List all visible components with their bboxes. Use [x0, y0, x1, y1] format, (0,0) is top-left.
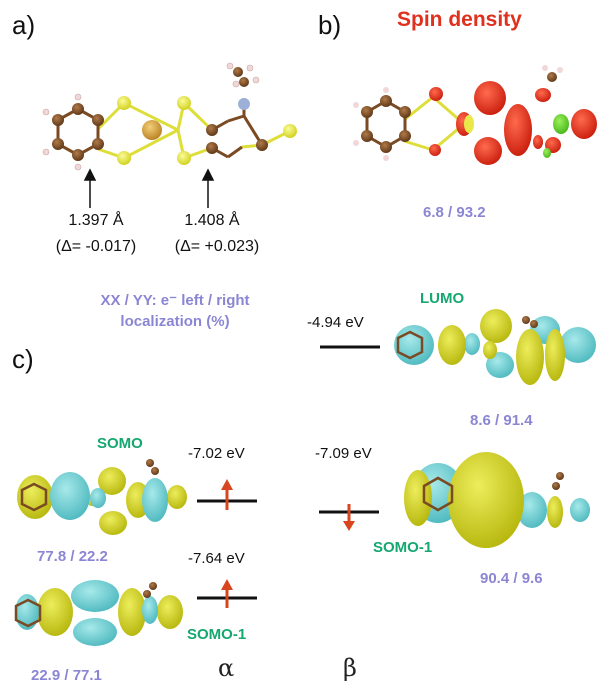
somo1-alpha-energy: -7.64 eV: [188, 550, 245, 567]
lumo-label: LUMO: [420, 290, 465, 307]
somo1-alpha-label: SOMO-1: [187, 626, 247, 643]
spin-density-map: [353, 65, 597, 165]
bond-delta-left: (Δ= -0.017): [55, 238, 137, 255]
bond-arrows: [83, 168, 215, 208]
bond-length-right: 1.408 Å: [184, 212, 240, 229]
panel-label-c: c): [12, 344, 34, 374]
spin-arrows: [221, 479, 355, 608]
somo1-alpha-orbital-map: [14, 580, 183, 646]
lumo-energy: -4.94 eV: [307, 314, 364, 331]
somo1-beta-energy: -7.09 eV: [315, 445, 372, 462]
bond-length-left: 1.397 Å: [68, 212, 124, 229]
lumo-orbital-map: [394, 309, 596, 385]
panel-label-b: b): [318, 10, 342, 40]
somo-alpha-energy: -7.02 eV: [188, 445, 245, 462]
molecule-structure: [42, 62, 297, 171]
somo-alpha-label: SOMO: [97, 435, 143, 452]
spin-density-ratio: 6.8 / 93.2: [423, 204, 486, 221]
bond-delta-right: (Δ= +0.023): [174, 238, 260, 255]
somo1-beta-label: SOMO-1: [373, 539, 433, 556]
legend-line-1: XX / YY: e⁻ left / right: [100, 292, 250, 309]
somo1-beta-ratio: 90.4 / 9.6: [480, 570, 543, 587]
panel-label-a: a): [12, 10, 36, 40]
spin-density-title: Spin density: [397, 8, 522, 31]
somo1-alpha-ratio: 22.9 / 77.1: [31, 667, 102, 684]
lumo-ratio: 8.6 / 91.4: [470, 412, 533, 429]
beta-spin-label: β: [343, 654, 357, 682]
somo1-beta-orbital-map: [404, 452, 590, 548]
alpha-spin-label: α: [218, 654, 235, 682]
somo-alpha-ratio: 77.8 / 22.2: [37, 548, 108, 565]
somo-alpha-orbital-map: [17, 459, 187, 535]
legend-line-2: localization (%): [120, 313, 230, 330]
